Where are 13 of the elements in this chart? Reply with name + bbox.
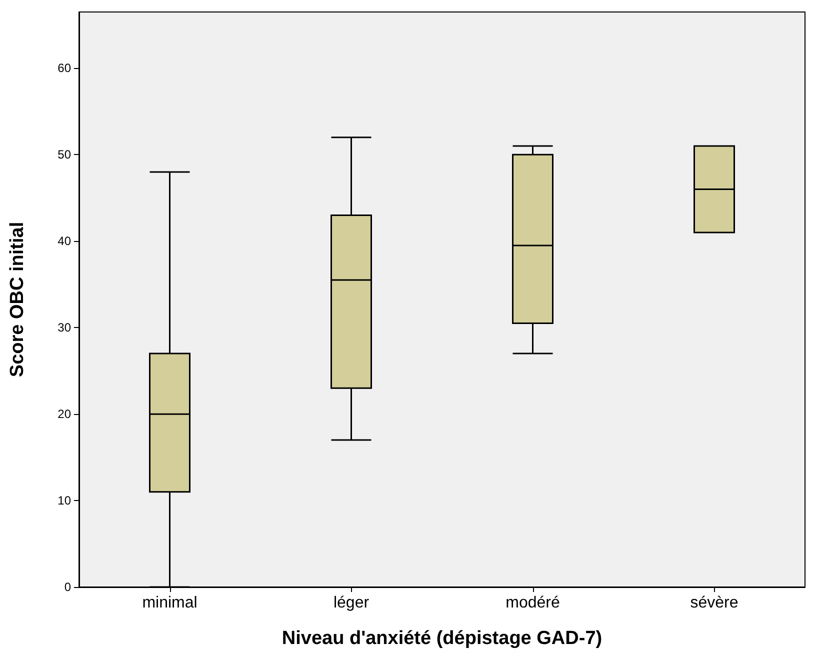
y-tick-label: 30 — [58, 320, 72, 335]
y-tick-label: 10 — [58, 494, 72, 508]
x-axis-title: Niveau d'anxiété (dépistage GAD-7) — [282, 628, 602, 649]
y-tick-label: 20 — [58, 407, 72, 422]
x-tick-label: modéré — [506, 594, 560, 612]
x-tick-label: léger — [333, 594, 370, 612]
y-tick-label: 40 — [58, 234, 72, 248]
y-axis-title: Score OBC initial — [7, 222, 28, 378]
x-tick-label: minimal — [142, 594, 198, 612]
x-tick-label: sévère — [690, 594, 738, 612]
y-tick-label: 60 — [58, 61, 72, 76]
y-tick-label: 50 — [58, 148, 72, 162]
y-tick-label: 0 — [64, 580, 72, 594]
